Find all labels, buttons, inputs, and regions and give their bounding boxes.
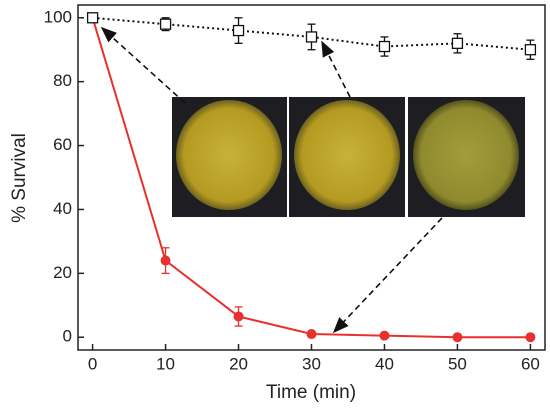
y-tick-label: 40 (53, 199, 72, 218)
point (86, 12, 99, 24)
x-tick-label: 20 (229, 354, 248, 373)
point (159, 18, 172, 30)
arrows (100, 26, 443, 334)
arrow (321, 40, 351, 98)
arrow (332, 217, 443, 334)
point (305, 31, 318, 43)
x-axis-label: Time (min) (266, 382, 356, 403)
point (232, 24, 245, 37)
x-tick-label: 40 (375, 354, 394, 373)
point (525, 332, 536, 343)
y-tick-label: 20 (53, 263, 72, 282)
point (378, 40, 391, 53)
petri-dish (294, 100, 400, 210)
point (524, 44, 537, 56)
series (87, 12, 536, 343)
point (160, 255, 171, 266)
x-tick-label: 50 (448, 354, 467, 373)
x-tick-label: 10 (156, 354, 175, 373)
point (452, 332, 463, 343)
y-tick-label: 0 (63, 327, 72, 346)
x-tick-label: 0 (88, 354, 97, 373)
arrow (100, 26, 186, 104)
x-tick-label: 30 (302, 354, 321, 373)
petri-dish (176, 100, 282, 210)
y-tick-label: 60 (53, 135, 72, 154)
x-tick-label: 60 (521, 354, 540, 373)
y-tick-label: 100 (44, 7, 72, 26)
y-tick-label: 80 (53, 71, 72, 90)
point (379, 330, 390, 341)
petri-dish (413, 100, 519, 210)
point (233, 311, 244, 322)
petri-images (172, 97, 525, 217)
point (306, 329, 317, 340)
series (86, 12, 537, 60)
point (451, 37, 464, 49)
y-axis-label: % Survival (9, 133, 30, 223)
